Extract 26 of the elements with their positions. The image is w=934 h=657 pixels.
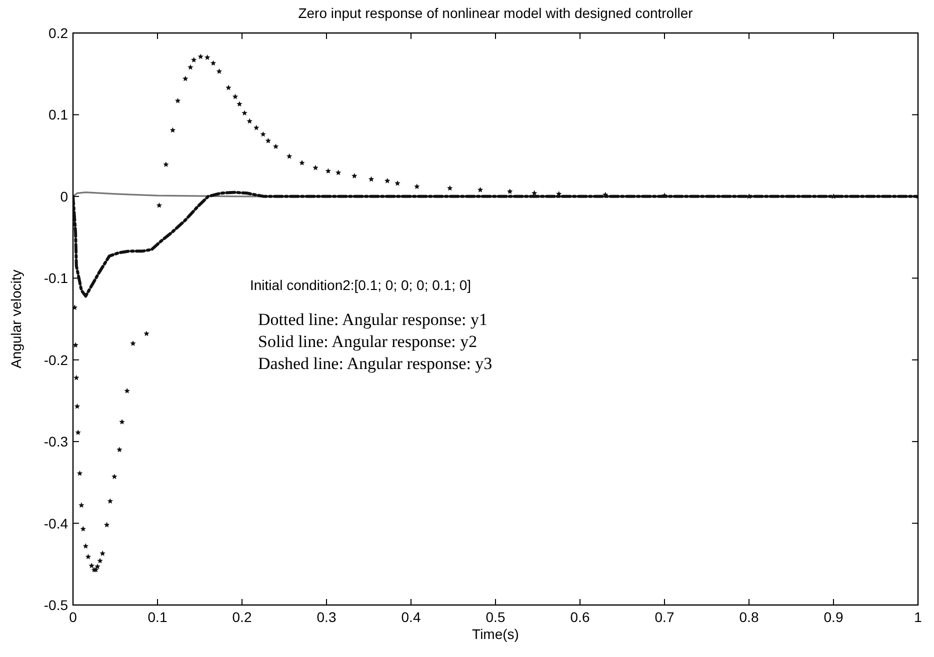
y-tick-label: -0.3 [44,434,68,450]
y-tick-label: 0.2 [48,25,68,41]
annotation: Initial condition2:[0.1; 0; 0; 0; 0.1; 0] [250,277,472,293]
annotation: Dashed line: Angular response: y3 [258,354,492,373]
annotation: Solid line: Angular response: y2 [258,332,478,351]
y-tick-label: -0.2 [44,352,68,368]
y-tick-label: 0.1 [48,106,68,123]
line-series [73,190,918,298]
x-tick-label: 0.9 [824,609,844,625]
x-tick-label: 0.1 [148,609,168,625]
y-tick-label: 0 [60,188,68,204]
x-tick-label: 0.5 [486,609,506,625]
y-axis-title: Angular velocity [8,270,24,368]
x-axis-title: Time(s) [472,626,519,642]
x-tick-label: 0.8 [739,609,759,625]
x-tick-label: 0.7 [654,609,674,625]
x-tick-label: 0.3 [316,609,336,625]
y-tick-label: -0.1 [44,270,68,286]
x-tick-label: 0.4 [401,609,421,625]
y-tick-label: -0.4 [44,515,68,532]
x-tick-label: 0.6 [570,609,590,625]
x-tick-label: 0.2 [232,609,252,625]
x-tick-label: 1 [914,609,922,625]
y-tick-label: -0.5 [44,597,68,613]
chart-title: Zero input response of nonlinear model with designed controller [298,5,694,21]
annotation: Dotted line: Angular response: y1 [258,310,488,329]
